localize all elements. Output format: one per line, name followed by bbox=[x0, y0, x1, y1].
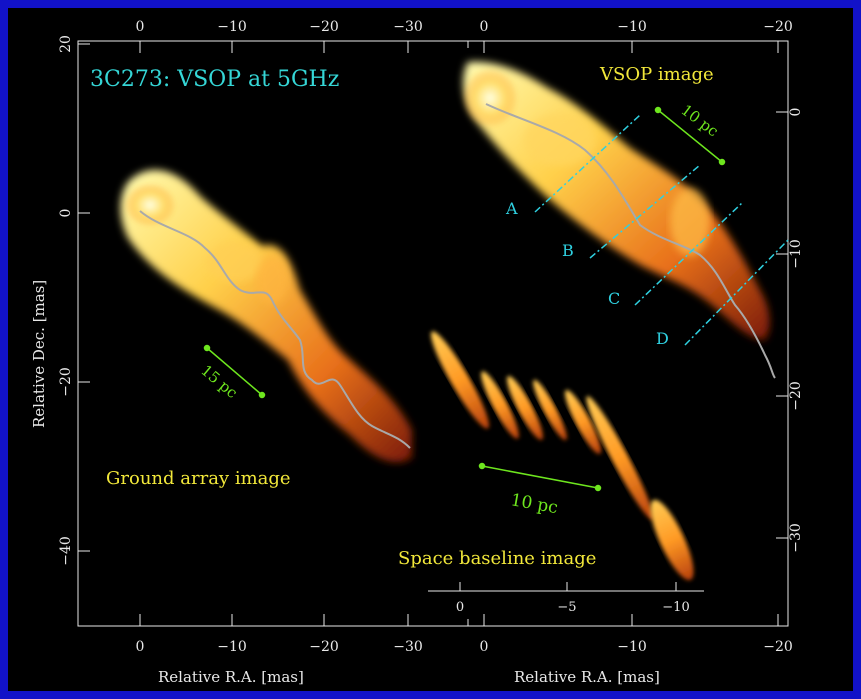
space-baseline-jet bbox=[430, 331, 694, 581]
space-baseline-label: Space baseline image bbox=[398, 548, 596, 569]
tick-label: −20 bbox=[309, 19, 339, 35]
y-axis-label: Relative Dec. [mas] bbox=[30, 280, 48, 428]
figure-title: 3C273: VSOP at 5GHz bbox=[90, 67, 339, 92]
tick-label: 0 bbox=[58, 209, 74, 218]
plot-background bbox=[8, 8, 853, 691]
ground-array-jet bbox=[120, 169, 412, 463]
right-x-axis-label: Relative R.A. [mas] bbox=[514, 668, 660, 686]
ground-ridge-line bbox=[139, 210, 411, 449]
vsop-image-label: VSOP image bbox=[599, 64, 714, 85]
right-top-tick-labels: 0 −10 −20 bbox=[480, 19, 793, 35]
tick-label: −10 bbox=[662, 600, 689, 615]
cut-label-c: C bbox=[608, 289, 620, 308]
cut-lines bbox=[534, 114, 791, 346]
tick-label: −30 bbox=[393, 19, 423, 35]
tick-label: 0 bbox=[788, 108, 804, 117]
vsop-ridge-line bbox=[485, 103, 776, 379]
vsop-jet bbox=[462, 61, 776, 379]
tick-label: 0 bbox=[136, 639, 145, 655]
left-x-axis-label: Relative R.A. [mas] bbox=[158, 668, 304, 686]
left-y-tick-labels: 20 0 −20 −40 bbox=[58, 35, 74, 566]
tick-label: 0 bbox=[456, 600, 464, 615]
tick-label: 0 bbox=[136, 19, 145, 35]
inset-axis bbox=[428, 582, 704, 592]
tick-label: 0 bbox=[480, 639, 489, 655]
tick-label: −30 bbox=[393, 639, 423, 655]
tick-label: −10 bbox=[217, 19, 247, 35]
cut-label-a: A bbox=[505, 199, 518, 218]
ground-array-label: Ground array image bbox=[106, 468, 291, 489]
left-bottom-tick-labels: 0 −10 −20 −30 bbox=[136, 639, 423, 655]
tick-label: −40 bbox=[58, 536, 74, 566]
right-y-tick-labels: 0 −10 −20 −30 bbox=[788, 108, 804, 553]
right-bottom-tick-labels: 0 −10 −20 bbox=[480, 639, 793, 655]
tick-label: −30 bbox=[788, 523, 804, 553]
plot-frame bbox=[77, 40, 789, 627]
cut-label-b: B bbox=[562, 241, 574, 260]
tick-label: −10 bbox=[217, 639, 247, 655]
cut-label-d: D bbox=[656, 329, 669, 348]
tick-label: −10 bbox=[788, 239, 804, 269]
tick-label: −20 bbox=[763, 19, 793, 35]
tick-label: −5 bbox=[557, 600, 576, 615]
scale-bars bbox=[203, 106, 726, 492]
tick-label: −10 bbox=[617, 19, 647, 35]
tick-label: 0 bbox=[480, 19, 489, 35]
tick-label: −20 bbox=[58, 367, 74, 397]
tick-label: −20 bbox=[763, 639, 793, 655]
tick-label: −10 bbox=[617, 639, 647, 655]
tick-label: −20 bbox=[309, 639, 339, 655]
tick-label: 20 bbox=[58, 35, 74, 53]
inset-tick-labels: 0 −5 −10 bbox=[456, 600, 690, 615]
left-top-tick-labels: 0 −10 −20 −30 bbox=[136, 19, 423, 35]
tick-label: −20 bbox=[788, 381, 804, 411]
tick-marks bbox=[78, 41, 788, 626]
